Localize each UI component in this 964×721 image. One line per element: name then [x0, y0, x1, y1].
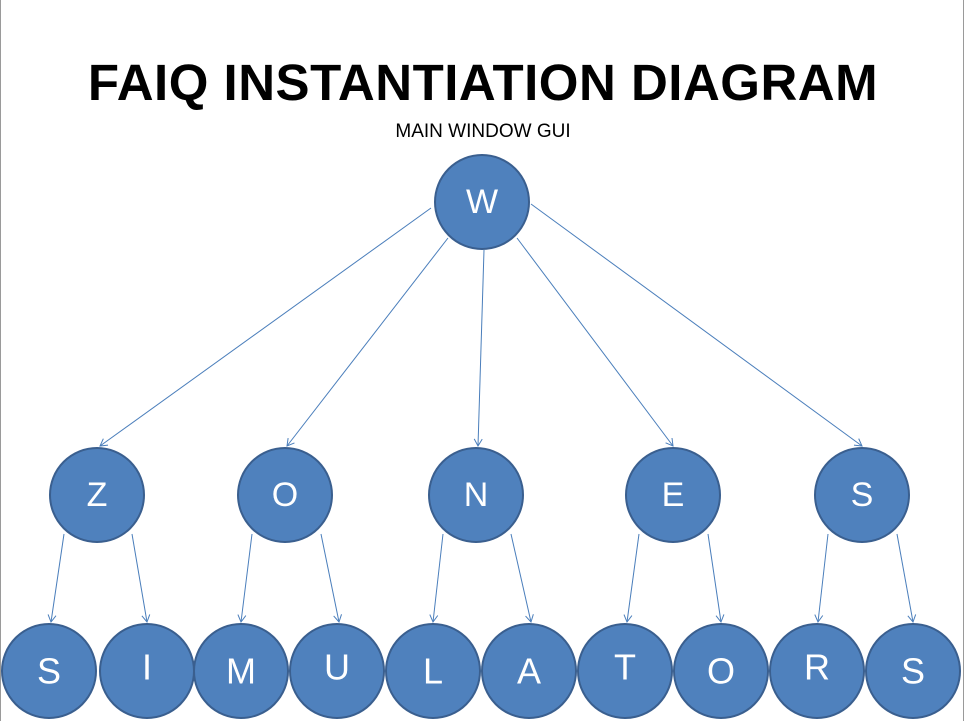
leaf-node-u-3: U	[289, 623, 385, 719]
leaf-node-s-9-letter: S	[901, 651, 925, 692]
leaf-node-a-5-letter: A	[517, 651, 541, 692]
edges-layer	[47, 203, 917, 624]
leaf-node-u-3-circle	[289, 623, 385, 719]
edge-s-to-leaf-9	[896, 533, 917, 623]
middle-node-e-3-circle	[625, 447, 721, 543]
edge-root-to-n-2	[473, 249, 485, 448]
leaf-node-s-9: S	[865, 623, 961, 719]
root-node-w-circle	[434, 154, 530, 250]
root-node-w: W	[434, 154, 530, 250]
middle-node-e-3-letter: E	[662, 476, 685, 514]
leaf-node-m-2-circle	[193, 623, 289, 719]
middle-node-n-2: N	[428, 447, 524, 543]
edge-z-to-leaf-0	[47, 533, 65, 623]
edge-root-to-z-0	[99, 207, 432, 447]
leaf-node-s-0-circle	[1, 623, 97, 719]
leaf-node-o-7-circle	[673, 623, 769, 719]
leaf-node-a-5: A	[481, 623, 577, 719]
leaf-node-t-6: T	[577, 623, 673, 719]
edge-z-to-leaf-1	[131, 533, 151, 623]
middle-node-z-0: Z	[49, 447, 145, 543]
leaf-node-o-7: O	[673, 623, 769, 719]
edge-o-to-leaf-2	[237, 533, 253, 623]
diagram-title: FAIQ INSTANTIATION DIAGRAM	[87, 54, 879, 111]
edge-root-to-e-3	[516, 237, 674, 447]
edge-s-to-leaf-8	[814, 533, 829, 624]
edge-e-to-leaf-7	[707, 533, 725, 623]
leaf-node-r-8-circle	[769, 623, 865, 719]
edge-n-to-leaf-5	[510, 533, 534, 623]
nodes-layer: W Z O N E S S I M U L A T O R S	[1, 154, 961, 719]
leaf-node-l-4-letter: L	[423, 651, 443, 692]
leaf-node-s-0: S	[1, 623, 97, 719]
leaf-node-m-2: M	[193, 623, 289, 719]
diagram-subtitle: MAIN WINDOW GUI	[395, 121, 571, 142]
middle-node-o-1-letter: O	[272, 476, 298, 514]
edge-o-to-leaf-3	[320, 533, 342, 623]
middle-node-s-4: S	[814, 447, 910, 543]
leaf-node-u-3-letter: U	[324, 647, 350, 688]
edge-root-to-s-4	[530, 203, 863, 447]
leaf-node-l-4: L	[385, 623, 481, 719]
root-node-w-letter: W	[466, 183, 498, 221]
leaf-node-a-5-circle	[481, 623, 577, 719]
middle-node-n-2-letter: N	[464, 476, 489, 514]
leaf-node-r-8: R	[769, 623, 865, 719]
leaf-node-s-9-circle	[865, 623, 961, 719]
middle-node-o-1: O	[237, 447, 333, 543]
middle-node-n-2-circle	[428, 447, 524, 543]
leaf-node-t-6-letter: T	[614, 647, 636, 688]
edge-root-to-o-1	[286, 237, 449, 447]
leaf-node-o-7-letter: O	[707, 651, 735, 692]
middle-node-s-4-letter: S	[851, 476, 874, 514]
leaf-node-s-0-letter: S	[37, 651, 61, 692]
leaf-node-r-8-letter: R	[804, 647, 830, 688]
leaf-node-t-6-circle	[577, 623, 673, 719]
middle-node-o-1-circle	[237, 447, 333, 543]
edge-n-to-leaf-4	[429, 533, 444, 624]
middle-node-e-3: E	[625, 447, 721, 543]
leaf-node-i-1: I	[99, 623, 195, 719]
leaf-node-m-2-letter: M	[226, 651, 256, 692]
middle-node-s-4-circle	[814, 447, 910, 543]
middle-node-z-0-letter: Z	[87, 476, 108, 514]
leaf-node-i-1-letter: I	[142, 647, 152, 688]
middle-node-z-0-circle	[49, 447, 145, 543]
leaf-node-l-4-circle	[385, 623, 481, 719]
edge-e-to-leaf-6	[623, 533, 640, 623]
